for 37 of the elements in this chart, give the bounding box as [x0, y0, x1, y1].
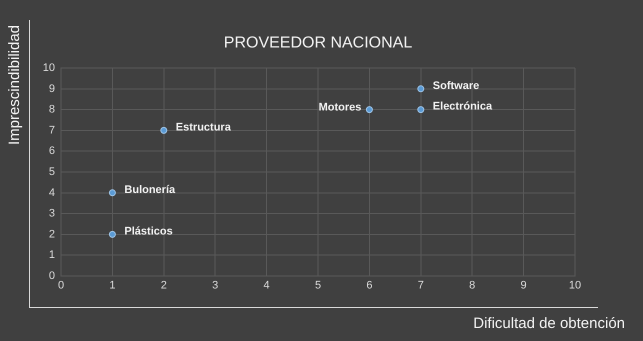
point [108, 230, 116, 238]
annotation: Estructura [176, 121, 232, 134]
point [108, 189, 116, 196]
point [417, 106, 424, 114]
point [366, 106, 373, 114]
annotation: Plásticos [124, 225, 173, 238]
x-tick-label: 4 [264, 280, 270, 292]
annotation: Motores [318, 102, 362, 114]
y-tick-label: 4 [48, 186, 55, 199]
annotation: Software [432, 80, 480, 92]
x-tick-label: 7 [418, 280, 424, 292]
y-tick-label: 1 [48, 249, 55, 262]
annotation: Bulonería [124, 184, 176, 196]
y-tick-label: 2 [48, 228, 55, 240]
x-tick-label: 9 [520, 280, 527, 292]
x-tick-label: 5 [314, 280, 322, 292]
x-tick-label: 6 [366, 280, 372, 292]
x-tick-label: 8 [469, 280, 476, 292]
x-tick-label: 3 [212, 280, 218, 292]
x-axis-title: Dificultad de obtención [473, 315, 625, 332]
y-tick-label: 0 [48, 270, 55, 282]
y-tick-label: 3 [48, 208, 55, 220]
point [417, 85, 424, 92]
y-tick-label: 7 [48, 124, 55, 136]
y-tick-label: 10 [42, 62, 55, 74]
y-tick-label: 9 [48, 82, 55, 95]
x-tick-label: 0 [58, 280, 64, 292]
y-tick-label: 8 [48, 104, 55, 116]
x-tick-label: 10 [568, 280, 582, 292]
point [160, 126, 168, 134]
chart-title: PROVEEDOR NACIONAL [224, 34, 412, 52]
x-tick-label: 1 [109, 280, 116, 292]
y-tick-label: 6 [48, 145, 55, 158]
annotation: Electrónica [432, 100, 493, 113]
y-tick-label: 5 [48, 166, 55, 178]
y-axis-title: Imprescindibilidad [6, 24, 24, 146]
x-tick-label: 2 [160, 280, 167, 292]
